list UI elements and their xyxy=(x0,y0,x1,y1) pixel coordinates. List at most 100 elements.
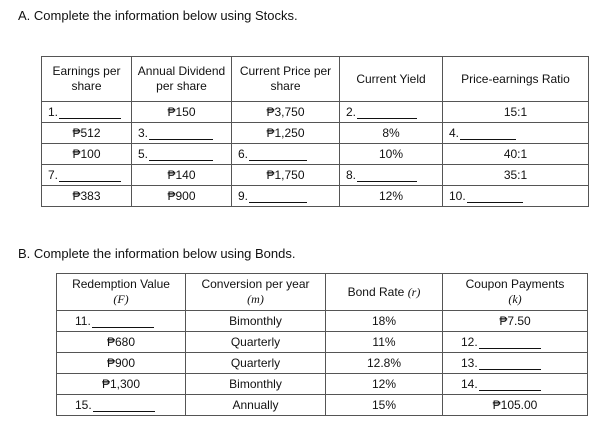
answer-blank-cell[interactable]: 4. xyxy=(442,122,589,144)
item-number: 11. xyxy=(75,314,91,328)
item-number: 9. xyxy=(238,189,249,203)
answer-line[interactable] xyxy=(478,378,541,391)
answer-blank-cell[interactable]: 14. xyxy=(442,373,588,395)
item-number: 8. xyxy=(346,168,357,182)
table-row: ₱512 3. ₱1,250 8% 4. xyxy=(41,122,589,144)
table-cell: 12.8% xyxy=(325,352,443,374)
table-cell: 35:1 xyxy=(442,164,589,186)
item-number: 15. xyxy=(75,398,92,412)
answer-line[interactable] xyxy=(149,127,214,140)
item-number: 5. xyxy=(138,147,149,161)
table-cell: 10% xyxy=(339,143,443,165)
table-cell: Bimonthly xyxy=(185,310,326,332)
header-coupon-payments: Coupon Payments (k) xyxy=(442,273,588,311)
item-number: 13. xyxy=(461,356,478,370)
table-cell: ₱100 xyxy=(41,143,132,165)
answer-line[interactable] xyxy=(460,127,517,140)
answer-line[interactable] xyxy=(478,336,541,349)
answer-blank-cell[interactable]: 3. xyxy=(131,122,232,144)
item-number: 14. xyxy=(461,377,478,391)
answer-blank-cell[interactable]: 1. xyxy=(41,101,132,123)
item-number: 12. xyxy=(461,335,478,349)
item-number: 1. xyxy=(48,105,59,119)
answer-line[interactable] xyxy=(249,148,308,161)
table-cell: 15% xyxy=(325,394,443,416)
answer-line[interactable] xyxy=(466,190,523,203)
table-row: 1. ₱150 ₱3,750 2. 15:1 xyxy=(41,101,589,123)
table-cell: 8% xyxy=(339,122,443,144)
answer-blank-cell[interactable]: 8. xyxy=(339,164,443,186)
item-number: 10. xyxy=(449,189,466,203)
answer-line[interactable] xyxy=(357,106,418,119)
table-cell: 40:1 xyxy=(442,143,589,165)
item-number: 6. xyxy=(238,147,249,161)
answer-line[interactable] xyxy=(357,169,418,182)
answer-blank-cell[interactable]: 9. xyxy=(231,185,340,207)
table-row: 7. ₱140 ₱1,750 8. 35:1 xyxy=(41,164,589,186)
header-annual-dividend: Annual Dividend per share xyxy=(131,56,232,102)
table-cell: Quarterly xyxy=(185,352,326,374)
header-current-price: Current Price per share xyxy=(231,56,340,102)
answer-blank-cell[interactable]: 7. xyxy=(41,164,132,186)
table-cell: ₱105.00 xyxy=(442,394,588,416)
answer-blank-cell[interactable]: 13. xyxy=(442,352,588,374)
table-row: ₱900 Quarterly 12.8% 13. xyxy=(56,352,588,374)
table-cell: ₱3,750 xyxy=(231,101,340,123)
table-cell: 11% xyxy=(325,331,443,353)
header-bond-rate: Bond Rate (r) xyxy=(325,273,443,311)
part-b-heading: B. Complete the information below using … xyxy=(18,246,296,261)
item-number: 3. xyxy=(138,126,149,140)
table-cell: 18% xyxy=(325,310,443,332)
answer-line[interactable] xyxy=(91,315,154,328)
table-cell: ₱1,250 xyxy=(231,122,340,144)
table-cell: ₱7.50 xyxy=(442,310,588,332)
stocks-header-row: Earnings per share Annual Dividend per s… xyxy=(41,56,589,102)
table-cell: ₱900 xyxy=(56,352,186,374)
answer-line[interactable] xyxy=(478,357,541,370)
answer-line[interactable] xyxy=(59,106,122,119)
part-a-heading: A. Complete the information below using … xyxy=(18,8,298,23)
table-cell: ₱680 xyxy=(56,331,186,353)
answer-blank-cell[interactable]: 2. xyxy=(339,101,443,123)
table-cell: ₱140 xyxy=(131,164,232,186)
answer-line[interactable] xyxy=(249,190,308,203)
table-row: ₱1,300 Bimonthly 12% 14. xyxy=(56,373,588,395)
answer-line[interactable] xyxy=(59,169,122,182)
bonds-header-row: Redemption Value (F) Conversion per year(… xyxy=(56,273,588,311)
table-cell: ₱150 xyxy=(131,101,232,123)
table-row: ₱680 Quarterly 11% 12. xyxy=(56,331,588,353)
table-row: ₱100 5. 6. 10% 40:1 xyxy=(41,143,589,165)
header-current-yield: Current Yield xyxy=(339,56,443,102)
answer-blank-cell[interactable]: 12. xyxy=(442,331,588,353)
header-earnings-per-share: Earnings per share xyxy=(41,56,132,102)
table-cell: ₱383 xyxy=(41,185,132,207)
table-cell: 12% xyxy=(325,373,443,395)
table-row: ₱383 ₱900 9. 12% 10. xyxy=(41,185,589,207)
table-cell: ₱1,750 xyxy=(231,164,340,186)
header-conversion-per-year: Conversion per year (m) xyxy=(185,273,326,311)
table-cell: ₱512 xyxy=(41,122,132,144)
table-cell: ₱900 xyxy=(131,185,232,207)
table-cell: Annually xyxy=(185,394,326,416)
item-number: 4. xyxy=(449,126,460,140)
header-pe-ratio: Price-earnings Ratio xyxy=(442,56,589,102)
table-cell: Quarterly xyxy=(185,331,326,353)
item-number: 2. xyxy=(346,105,357,119)
answer-blank-cell[interactable]: 5. xyxy=(131,143,232,165)
answer-blank-cell[interactable]: 15. xyxy=(56,394,186,416)
answer-blank-cell[interactable]: 6. xyxy=(231,143,340,165)
answer-line[interactable] xyxy=(92,399,155,412)
table-row: 11. Bimonthly 18% ₱7.50 xyxy=(56,310,588,332)
answer-blank-cell[interactable]: 11. xyxy=(56,310,186,332)
table-cell: Bimonthly xyxy=(185,373,326,395)
table-row: 15. Annually 15% ₱105.00 xyxy=(56,394,588,416)
item-number: 7. xyxy=(48,168,59,182)
table-cell: 15:1 xyxy=(442,101,589,123)
table-cell: 12% xyxy=(339,185,443,207)
bonds-table: Redemption Value (F) Conversion per year(… xyxy=(56,273,588,416)
table-cell: ₱1,300 xyxy=(56,373,186,395)
answer-blank-cell[interactable]: 10. xyxy=(442,185,589,207)
answer-line[interactable] xyxy=(149,148,214,161)
header-redemption-value: Redemption Value (F) xyxy=(56,273,186,311)
stocks-table: Earnings per share Annual Dividend per s… xyxy=(41,56,589,207)
